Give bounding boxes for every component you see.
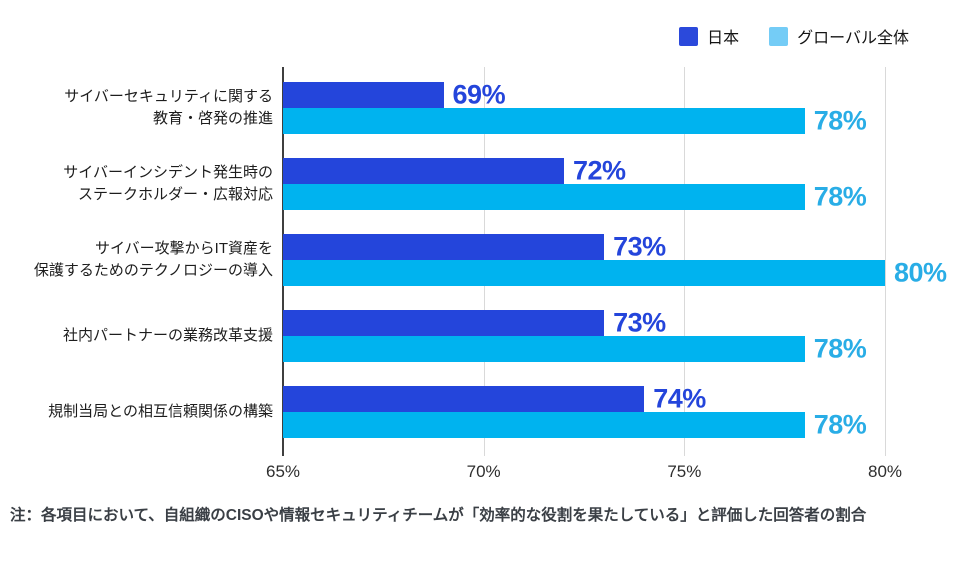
value-label: 78% — [813, 333, 867, 364]
bar-japan — [283, 386, 645, 412]
legend: 日本 グローバル全体 — [679, 24, 909, 48]
legend-label-japan: 日本 — [707, 30, 740, 47]
value-label: 69% — [452, 79, 506, 110]
legend-label-global: グローバル全体 — [797, 30, 909, 47]
value-label: 73% — [613, 231, 666, 262]
bar-global — [283, 336, 805, 362]
bar-global — [283, 108, 805, 134]
x-tick-label: 75% — [667, 462, 702, 481]
gridline — [885, 67, 886, 456]
category-label: サイバーセキュリティに関する 教育・啓発の推進 — [64, 88, 273, 127]
value-label: 78% — [813, 181, 867, 212]
value-label: 78% — [813, 409, 867, 440]
category-label: サイバーインシデント発生時の ステークホルダー・広報対応 — [63, 164, 273, 203]
x-tick-label: 65% — [265, 462, 301, 481]
value-label: 80% — [894, 257, 947, 288]
bar-japan — [283, 158, 564, 184]
bar-japan — [283, 82, 444, 108]
category-label: 社内パートナーの業務改革支援 — [62, 327, 273, 344]
value-label: 73% — [613, 307, 666, 338]
legend-item-japan: 日本 — [679, 24, 739, 48]
value-label: 74% — [653, 383, 706, 414]
footnote: 注：各項目において、自組織のCISOや情報セキュリティチームが「効率的な役割を果… — [10, 507, 867, 524]
legend-item-global: グローバル全体 — [769, 24, 909, 48]
bar-japan — [283, 234, 605, 260]
plot-area: 65% 70% 75% 80% 69% 78% 72% 78% 73% 80% 73% 78% 74% 7… — [266, 67, 947, 481]
bar-global — [283, 184, 805, 210]
bar-global — [283, 260, 885, 286]
legend-swatch-japan — [679, 26, 699, 46]
category-label: 規制当局との相互信頼関係の構築 — [48, 403, 273, 420]
category-label: サイバー攻撃からIT資産を 保護するためのテクノロジーの導入 — [33, 240, 273, 279]
bar-global — [283, 412, 805, 438]
value-label: 72% — [572, 155, 626, 186]
x-tick-label: 80% — [867, 462, 903, 481]
x-tick-label: 70% — [466, 462, 501, 481]
legend-swatch-global — [769, 26, 789, 46]
value-label: 78% — [813, 105, 867, 136]
bar-japan — [283, 310, 605, 336]
